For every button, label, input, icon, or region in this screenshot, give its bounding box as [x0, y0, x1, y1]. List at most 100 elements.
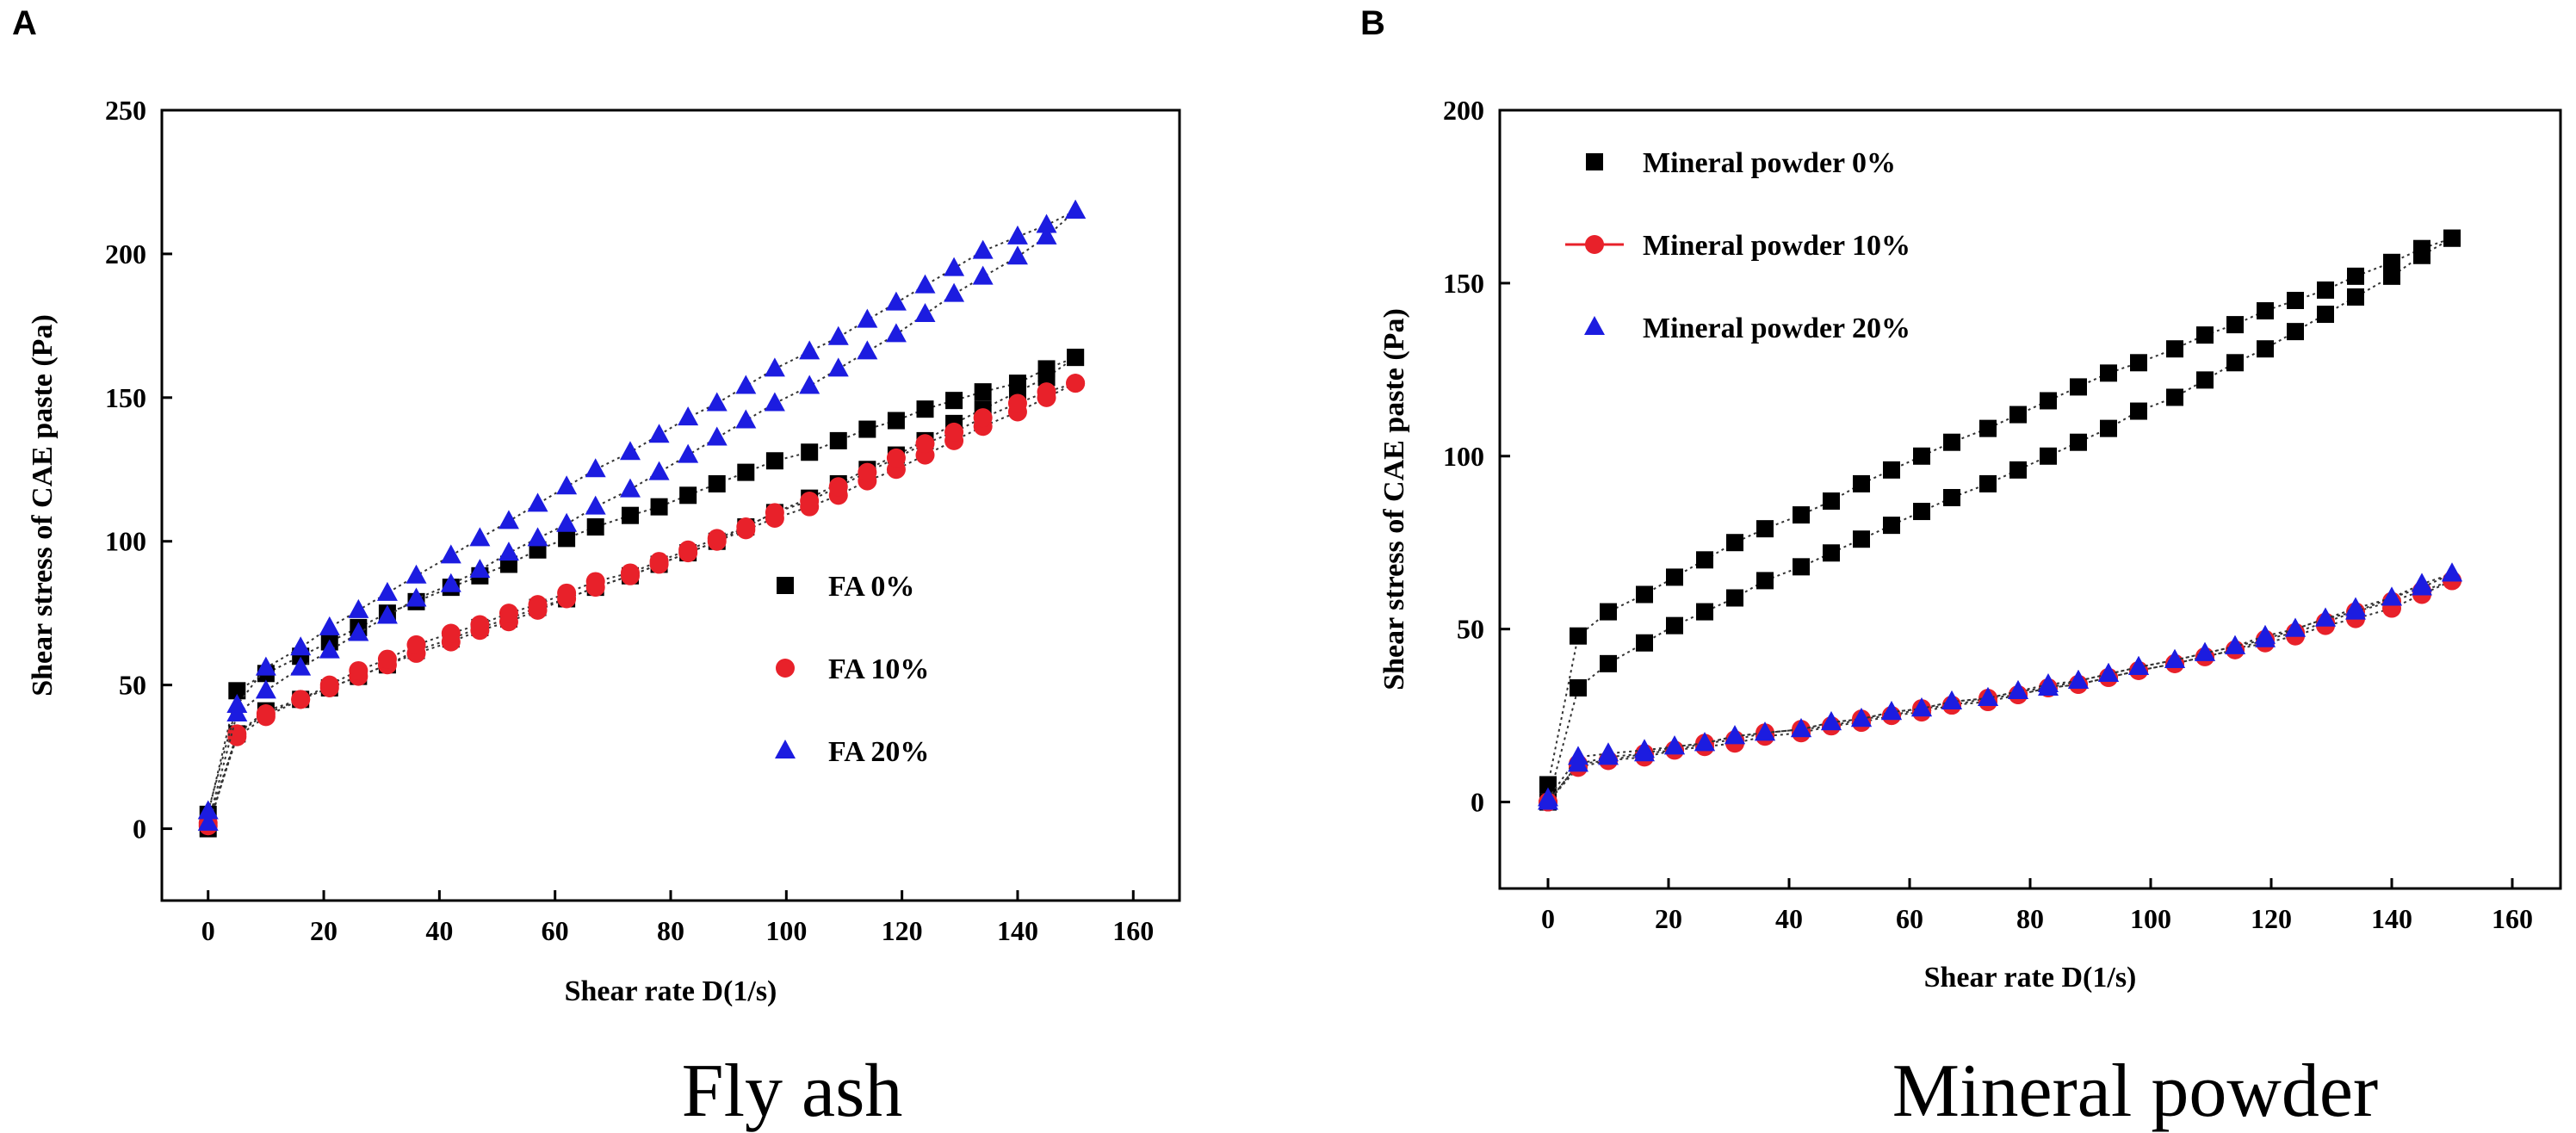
- data-point: [2130, 402, 2147, 420]
- data-point: [2383, 253, 2400, 271]
- data-point: [2166, 388, 2183, 406]
- data-point: [1666, 616, 1683, 635]
- data-point: [1007, 393, 1027, 413]
- data-point: [440, 573, 461, 592]
- panel-label: A: [12, 4, 37, 42]
- x-tick-label: 140: [997, 915, 1038, 946]
- plot-frame: [1498, 108, 2562, 890]
- legend-item: Mineral powder 0%: [1586, 147, 1896, 179]
- legend-marker: [1584, 316, 1605, 335]
- data-point: [2166, 340, 2183, 358]
- data-point: [556, 475, 578, 495]
- panel-label: B: [1360, 4, 1385, 42]
- data-point: [972, 239, 994, 259]
- data-point: [764, 392, 785, 412]
- data-point: [1793, 558, 1810, 576]
- data-point: [2257, 302, 2274, 320]
- data-point: [1913, 447, 1930, 465]
- data-point: [887, 412, 905, 430]
- data-point: [2128, 655, 2149, 675]
- x-axis-title: Shear rate D(1/s): [565, 975, 777, 1007]
- data-point: [1823, 492, 1840, 511]
- legend-label: Mineral powder 20%: [1643, 313, 1910, 344]
- series-mineral-powder-20-: [1538, 562, 2462, 810]
- legend: FA 0% FA 10% FA 20%: [775, 571, 929, 768]
- y-tick-label: 200: [105, 238, 146, 269]
- y-tick-label: 200: [1443, 95, 1484, 126]
- data-point: [290, 656, 312, 676]
- series-line-down: [207, 382, 1076, 827]
- data-point: [737, 463, 755, 481]
- series-mineral-powder-10-: [1539, 571, 2461, 812]
- data-point: [1941, 690, 1962, 710]
- panel-mineral-powder: B 0 20 40 60 80 100 120 140 160 0 50 100 150 200 She…: [1360, 4, 2562, 1133]
- data-point: [1067, 349, 1085, 367]
- data-point: [1791, 718, 1811, 738]
- legend-label: FA 10%: [828, 653, 929, 685]
- series-line-down: [207, 210, 1076, 824]
- data-point: [706, 426, 728, 446]
- data-point: [2347, 288, 2364, 306]
- data-point: [1883, 517, 1900, 535]
- y-tick-label: 250: [105, 95, 146, 126]
- data-point: [226, 703, 248, 722]
- data-point: [706, 392, 728, 412]
- data-point: [227, 727, 247, 746]
- legend-item: FA 20%: [775, 736, 929, 768]
- data-point: [2285, 617, 2306, 637]
- legend-item: Mineral powder 10%: [1565, 230, 1910, 262]
- data-point: [944, 257, 965, 276]
- data-point: [228, 682, 246, 700]
- series-line-up: [1547, 237, 2453, 785]
- data-point: [376, 581, 398, 601]
- x-tick-label: 60: [1896, 903, 1923, 934]
- data-point: [974, 383, 992, 401]
- x-axis: 0 20 40 60 80 100 120 140 160: [201, 890, 1154, 946]
- x-tick-label: 20: [1655, 903, 1682, 934]
- data-point: [1636, 634, 1653, 652]
- data-point: [440, 544, 461, 564]
- x-tick-label: 140: [2371, 903, 2412, 934]
- x-tick-label: 0: [201, 915, 215, 946]
- data-point: [764, 357, 785, 377]
- data-point: [557, 583, 577, 603]
- y-tick-label: 100: [1443, 441, 1484, 472]
- data-point: [2070, 433, 2087, 451]
- data-point: [1664, 735, 1685, 755]
- data-point: [291, 690, 311, 709]
- data-point: [2317, 281, 2334, 299]
- data-point: [1853, 474, 1870, 492]
- data-point: [498, 510, 519, 529]
- y-tick-label: 50: [1457, 614, 1484, 645]
- data-point: [376, 604, 398, 624]
- data-point: [470, 615, 490, 635]
- panel-fly-ash: A 0 20 40 60 80 100 120 140 160 050100150200250 …: [12, 4, 1181, 1133]
- x-tick-label: 40: [1775, 903, 1803, 934]
- data-point: [1911, 697, 1932, 717]
- data-point: [1696, 551, 1713, 569]
- data-point: [885, 291, 907, 311]
- data-point: [800, 491, 820, 511]
- data-point: [197, 800, 219, 820]
- data-point: [1979, 419, 1997, 437]
- data-point: [1883, 461, 1900, 479]
- data-point: [1725, 725, 1745, 745]
- data-point: [1821, 711, 1842, 731]
- data-point: [1065, 199, 1087, 219]
- data-point: [735, 409, 757, 429]
- data-point: [885, 323, 907, 343]
- data-point: [1696, 603, 1713, 621]
- data-point: [1636, 585, 1653, 604]
- data-point: [915, 434, 935, 454]
- series-line-down: [1547, 573, 2453, 803]
- data-point: [914, 274, 936, 294]
- data-point: [2009, 406, 2027, 424]
- data-point: [2381, 586, 2402, 606]
- legend-item: Mineral powder 20%: [1584, 313, 1910, 344]
- data-point: [801, 443, 819, 461]
- series-line-down: [1547, 579, 2453, 803]
- data-point: [1598, 746, 1619, 765]
- data-point: [1539, 776, 1557, 794]
- y-axis: 0 50 100 150 200 250: [105, 95, 172, 845]
- series-fa-10-: [198, 374, 1086, 836]
